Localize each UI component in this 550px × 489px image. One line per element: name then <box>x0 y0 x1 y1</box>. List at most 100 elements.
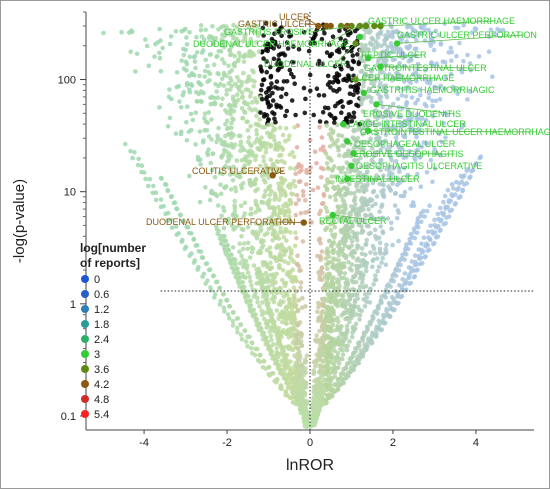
data-point <box>245 21 250 27</box>
data-point <box>385 216 391 221</box>
data-point <box>347 245 352 251</box>
data-point <box>153 197 159 203</box>
data-point <box>247 49 253 54</box>
data-point <box>284 238 289 243</box>
data-point <box>441 221 447 227</box>
data-point <box>263 21 269 26</box>
data-point <box>378 160 383 166</box>
data-point <box>132 149 137 155</box>
data-point <box>312 415 318 421</box>
point-cloud <box>101 21 506 430</box>
data-point <box>369 69 374 74</box>
data-point <box>331 310 336 315</box>
data-point <box>293 201 299 207</box>
data-point <box>366 290 372 296</box>
data-point <box>368 99 374 104</box>
legend-swatch <box>81 365 89 373</box>
data-point <box>320 347 325 353</box>
data-point <box>352 304 357 309</box>
data-point <box>397 169 402 175</box>
data-point <box>335 315 340 321</box>
data-point <box>222 185 227 190</box>
data-point <box>422 27 428 32</box>
data-point <box>379 300 384 306</box>
data-point <box>383 262 389 268</box>
data-point <box>469 169 474 174</box>
data-point <box>318 366 324 372</box>
data-point <box>226 247 232 253</box>
data-point <box>342 271 348 276</box>
data-point <box>408 186 413 191</box>
point-label: GASTRIC ULCER <box>238 19 312 29</box>
data-point <box>319 36 325 42</box>
data-point <box>340 203 345 209</box>
data-point <box>207 267 213 272</box>
data-point <box>372 79 378 84</box>
data-point <box>259 135 264 140</box>
x-tick-label: 0 <box>307 437 313 449</box>
data-point <box>192 54 198 59</box>
data-point <box>291 60 296 65</box>
data-point <box>291 325 296 331</box>
data-point <box>304 182 309 187</box>
data-point <box>349 219 355 225</box>
data-point <box>283 126 289 131</box>
data-point <box>279 158 285 164</box>
data-point <box>227 316 232 321</box>
data-point <box>455 91 460 96</box>
data-point <box>241 214 246 220</box>
data-point <box>335 365 341 371</box>
data-point <box>227 252 233 258</box>
data-point <box>303 96 308 102</box>
data-point <box>358 69 364 74</box>
data-point <box>460 188 465 194</box>
data-point <box>330 366 335 372</box>
data-point <box>360 228 365 233</box>
data-point <box>379 189 384 194</box>
data-point <box>283 320 288 326</box>
data-point <box>249 283 254 288</box>
data-point <box>250 246 256 252</box>
data-point <box>197 73 202 79</box>
data-point <box>396 85 401 91</box>
point-label: PEPTIC ULCER <box>361 50 427 60</box>
data-point <box>382 41 387 47</box>
data-point <box>245 224 251 230</box>
data-point <box>300 189 306 194</box>
data-point <box>281 79 287 84</box>
point-label: ULCER HAEMORRHAGE <box>350 73 455 83</box>
data-point <box>327 328 332 333</box>
data-point <box>291 44 296 49</box>
leader-line <box>272 170 284 176</box>
data-point <box>199 255 205 260</box>
data-point <box>331 247 337 253</box>
data-point <box>376 264 382 270</box>
data-point <box>398 193 404 199</box>
data-point <box>486 34 492 39</box>
data-point <box>184 81 190 86</box>
data-point <box>443 75 449 81</box>
data-point <box>284 79 290 84</box>
data-point <box>454 179 459 185</box>
data-point <box>335 101 341 106</box>
data-point <box>419 241 424 246</box>
data-point <box>197 129 203 134</box>
data-point <box>304 170 310 175</box>
data-point <box>357 170 363 176</box>
data-point <box>430 103 435 109</box>
data-point <box>318 398 323 403</box>
data-point <box>270 98 276 103</box>
data-point <box>281 234 287 240</box>
data-point <box>192 258 198 263</box>
data-point <box>270 282 275 288</box>
data-point <box>211 101 216 106</box>
data-point <box>375 41 381 47</box>
data-point <box>296 47 302 52</box>
data-point <box>330 80 336 85</box>
data-point <box>258 87 264 93</box>
data-point <box>364 237 370 243</box>
data-point <box>333 197 339 203</box>
data-point <box>352 274 357 279</box>
data-point <box>370 316 376 322</box>
data-point <box>239 83 244 88</box>
